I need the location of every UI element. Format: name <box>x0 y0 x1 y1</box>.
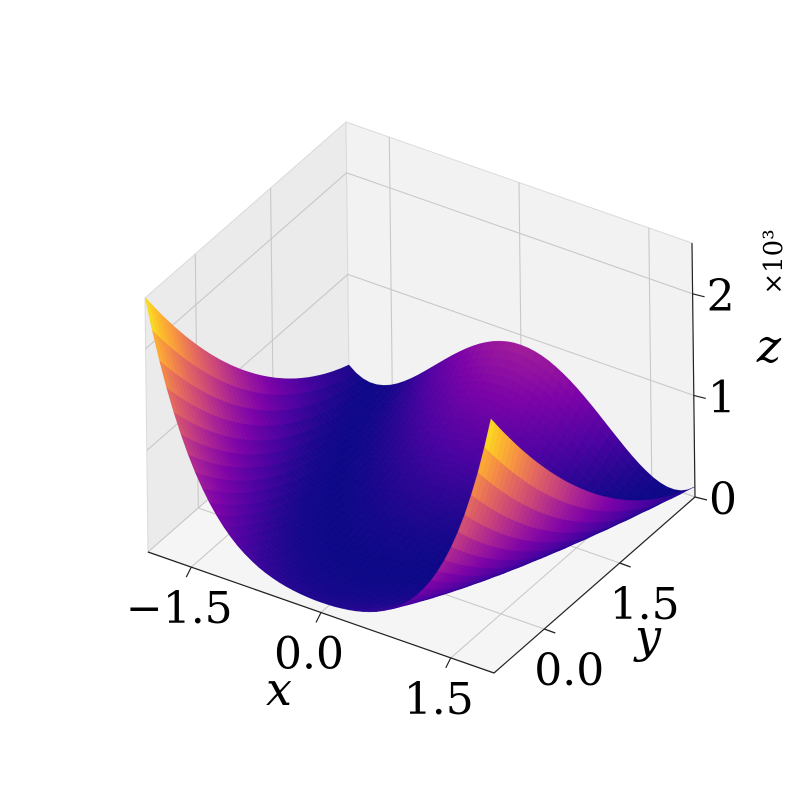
x-tick-label: −1.5 <box>126 583 233 634</box>
z-gridline <box>145 172 693 350</box>
x-axis-label: x <box>266 662 292 716</box>
z-tick-label: 2 <box>707 271 735 322</box>
z-tick-label: 1 <box>708 372 736 423</box>
z-tick-label: 0 <box>709 474 737 525</box>
y-axis-label: y <box>633 609 662 663</box>
surface <box>144 296 695 613</box>
z-axis-line <box>691 242 696 498</box>
surface-facet <box>423 580 436 589</box>
y-axis-line <box>493 496 696 674</box>
x-tick-label: 1.5 <box>404 674 474 725</box>
z-axis-label: z <box>756 319 782 373</box>
y-tick <box>544 628 556 634</box>
y-tick <box>619 562 631 568</box>
z-tick <box>692 293 705 298</box>
y-tick-label: 0.0 <box>534 645 604 696</box>
x-tick <box>185 566 192 578</box>
x-tick <box>445 657 452 669</box>
z-tick <box>694 496 708 501</box>
x-tick-label: 0.0 <box>274 629 344 680</box>
x-tick <box>315 612 322 623</box>
y-tick-label: 1.5 <box>610 579 680 630</box>
z-tick <box>693 394 706 399</box>
z-offset-label: ×10³ <box>759 229 789 294</box>
